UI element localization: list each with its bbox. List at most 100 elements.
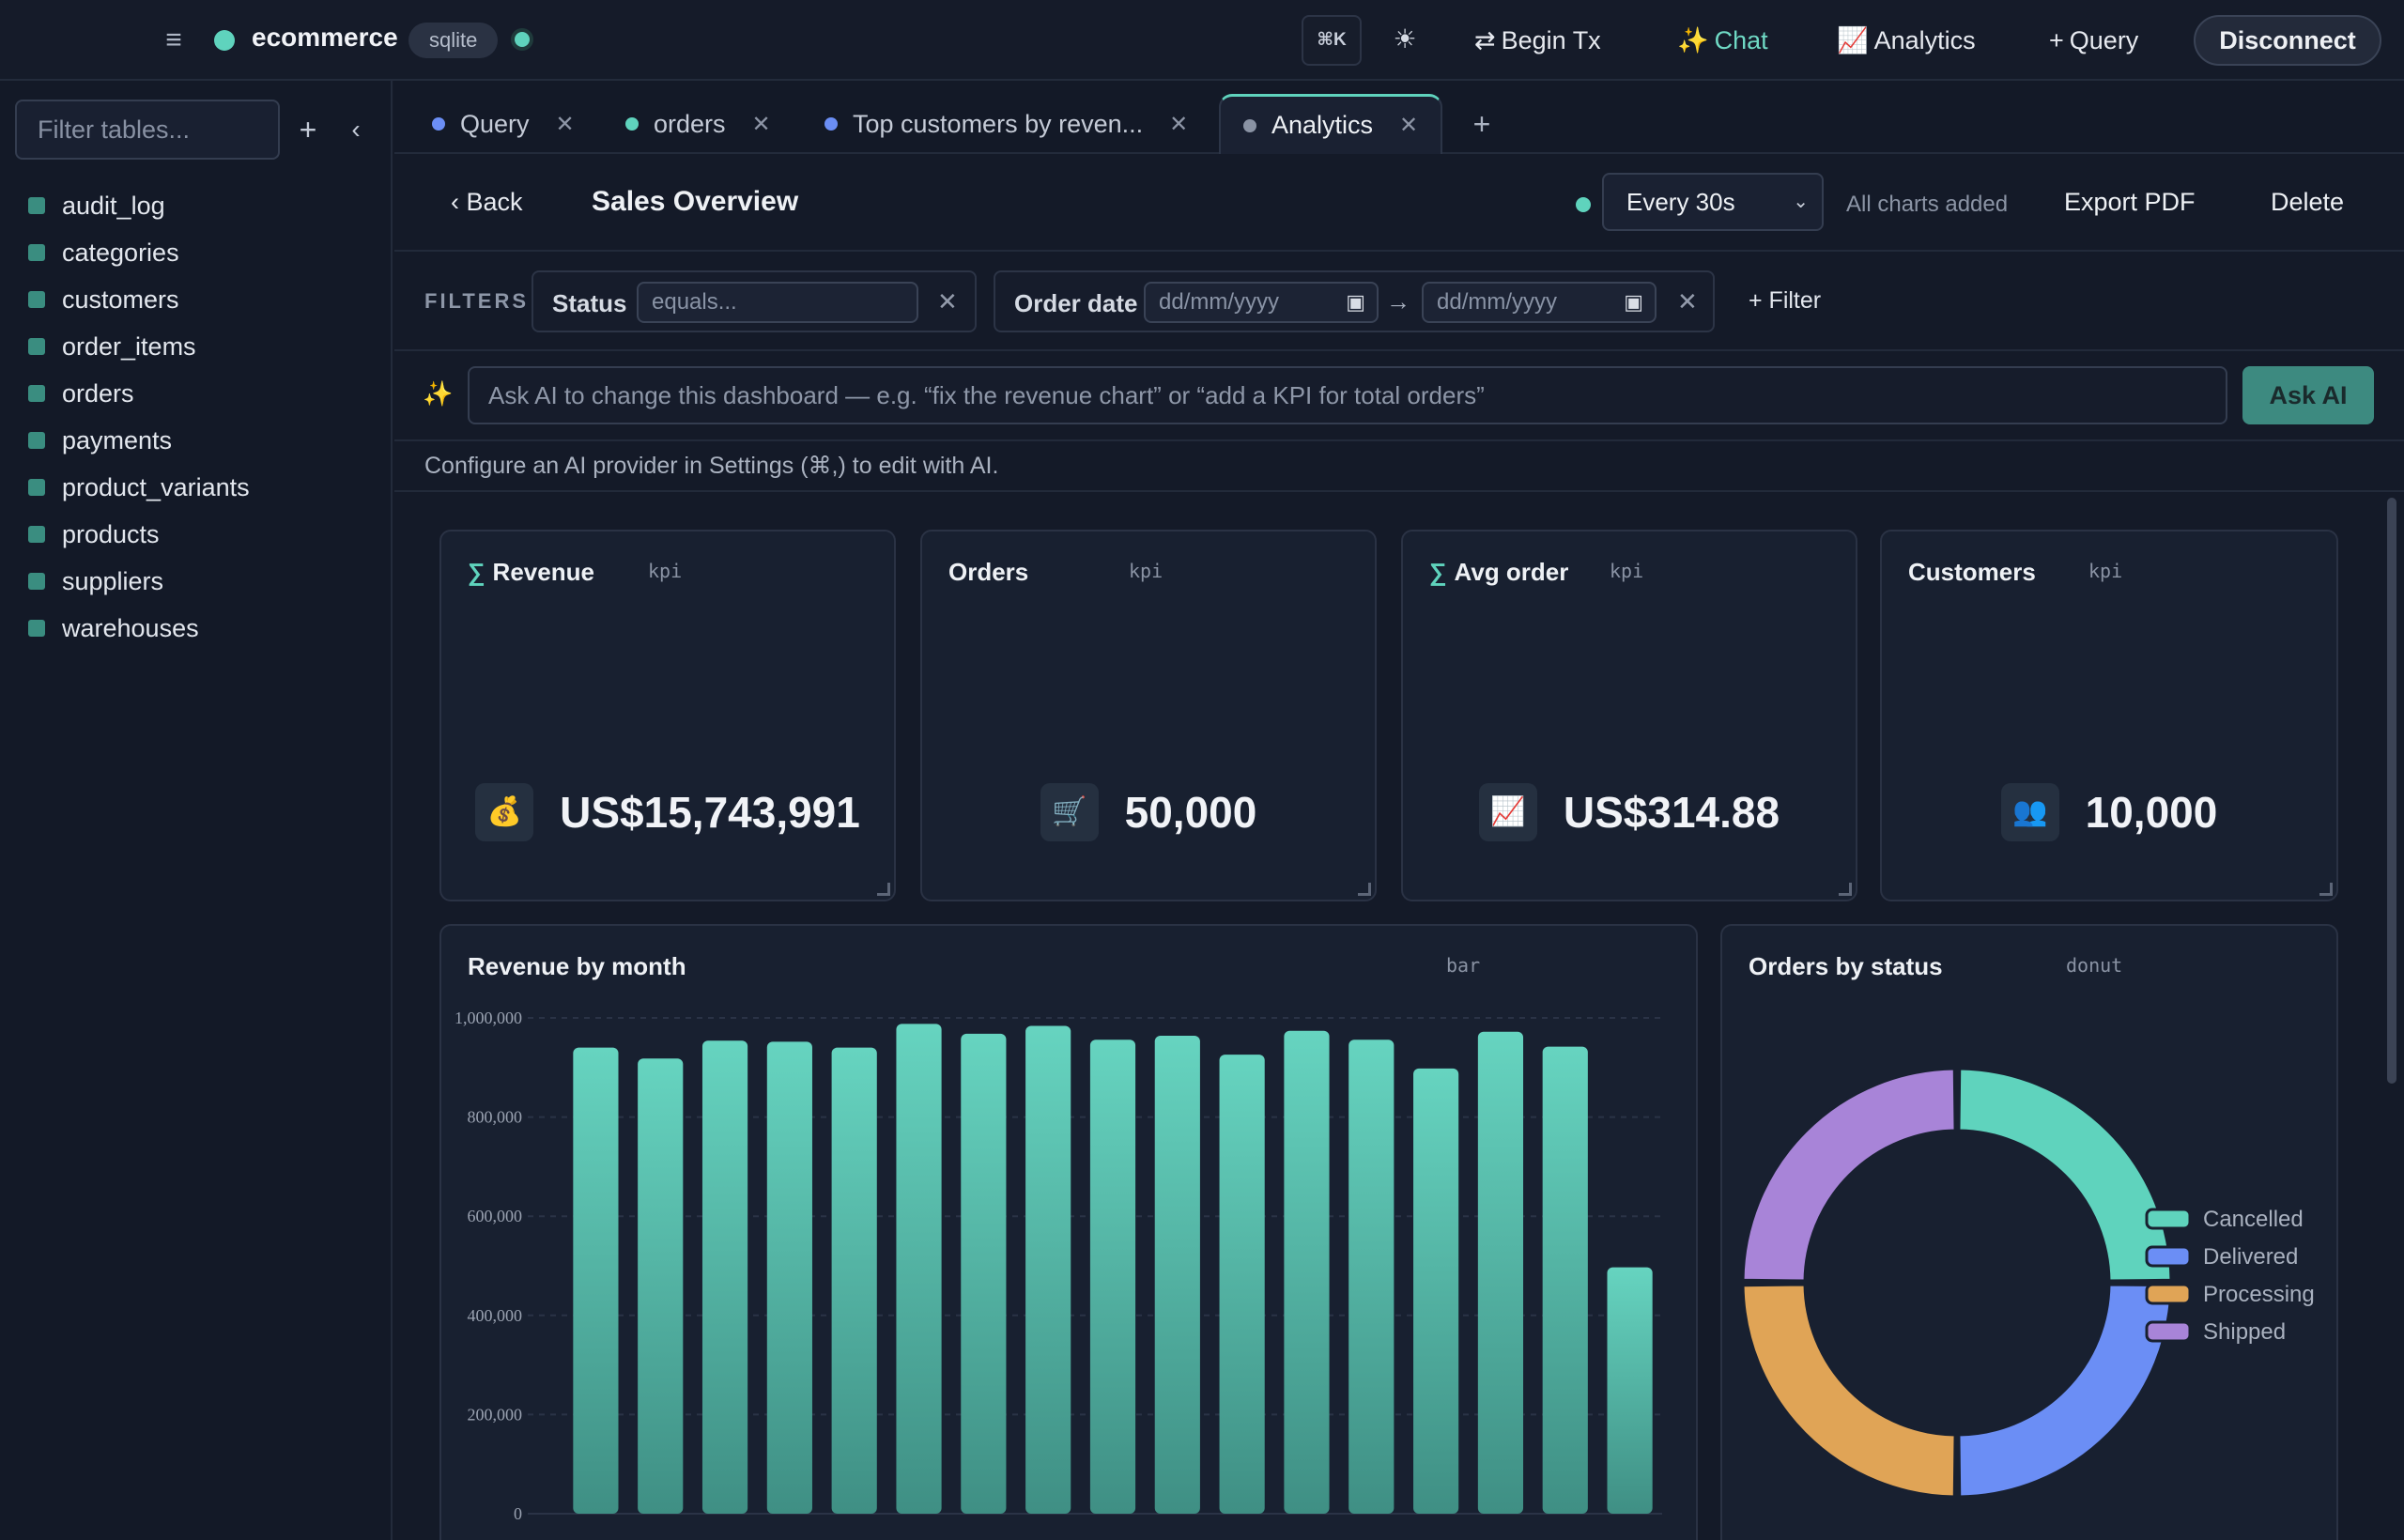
order-date-from-input[interactable]: dd/mm/yyyy ▣ (1144, 282, 1379, 323)
close-icon[interactable]: ✕ (1399, 113, 1419, 138)
table-list-item[interactable]: order_items (0, 323, 391, 370)
kpi-card-revenue[interactable]: ∑ Revenue kpi 💰 US$15,743,991 (439, 530, 896, 901)
table-list-item[interactable]: suppliers (0, 558, 391, 605)
orders-by-status-card[interactable]: Orders by status donut Cancelled Delivere… (1720, 924, 2338, 1540)
kpi-type-label: kpi (648, 560, 683, 582)
revenue-bar[interactable] (1477, 1031, 1524, 1514)
new-query-button[interactable]: + Query (2049, 21, 2138, 60)
status-filter: Status equals... ✕ (532, 270, 977, 332)
order-date-filter-label: Order date (1014, 289, 1138, 317)
add-filter-button[interactable]: + Filter (1749, 287, 1822, 314)
ask-ai-button[interactable]: Ask AI (2242, 366, 2374, 424)
revenue-bar[interactable] (1284, 1030, 1330, 1514)
resize-handle[interactable] (877, 883, 890, 896)
revenue-bar[interactable] (1025, 1025, 1071, 1514)
calendar-icon[interactable]: ▣ (1346, 290, 1365, 314)
close-icon[interactable]: ✕ (1169, 111, 1189, 137)
table-filter-input[interactable] (15, 100, 280, 160)
hamburger-menu-icon[interactable]: ≡ (165, 24, 182, 55)
resize-handle[interactable] (1839, 883, 1852, 896)
dashboard-title: Sales Overview (592, 186, 799, 217)
close-icon[interactable]: ✕ (1677, 287, 1698, 316)
table-name: audit_log (62, 191, 165, 220)
kpi-card-orders[interactable]: Orders kpi 🛒 50,000 (920, 530, 1377, 901)
table-list-item[interactable]: products (0, 511, 391, 558)
revenue-bar[interactable] (701, 1040, 748, 1514)
ai-config-hint: Configure an AI provider in Settings (⌘,… (394, 441, 2404, 492)
kpi-card-customers[interactable]: Customers kpi 👥 10,000 (1880, 530, 2338, 901)
table-list-item[interactable]: categories (0, 229, 391, 276)
donut-slice-cancelled[interactable] (1957, 1067, 2173, 1283)
resize-handle[interactable] (2319, 883, 2333, 896)
tab-top-customers[interactable]: Top customers by reven... ✕ (824, 94, 1188, 154)
refresh-interval-value: Every 30s (1626, 188, 1735, 216)
tab-label: Top customers by reven... (853, 109, 1144, 138)
date-from-placeholder: dd/mm/yyyy (1159, 289, 1280, 315)
revenue-bar[interactable] (1089, 1040, 1136, 1514)
revenue-bar[interactable] (1607, 1267, 1653, 1514)
begin-tx-button[interactable]: ⇄ Begin Tx (1474, 21, 1601, 60)
revenue-bar[interactable] (1542, 1046, 1588, 1514)
tab-analytics[interactable]: Analytics ✕ (1219, 94, 1443, 154)
chat-label: Chat (1714, 26, 1768, 54)
revenue-bar[interactable] (1348, 1040, 1395, 1514)
export-pdf-button[interactable]: Export PDF (2064, 188, 2196, 216)
chat-button[interactable]: ✨ Chat (1677, 21, 1768, 60)
back-button[interactable]: ‹ Back (451, 188, 523, 216)
calendar-icon[interactable]: ▣ (1624, 290, 1643, 314)
command-palette-button[interactable]: ⌘K (1302, 15, 1362, 66)
dashboard-scrollbar[interactable] (2387, 498, 2396, 1084)
tab-dot (432, 117, 445, 131)
kpi-card-avg-order[interactable]: ∑ Avg order kpi 📈 US$314.88 (1401, 530, 1857, 901)
disconnect-button[interactable]: Disconnect (2194, 15, 2381, 66)
analytics-button[interactable]: 📈 Analytics (1837, 21, 1976, 60)
add-table-icon[interactable]: + (299, 113, 317, 146)
revenue-bar[interactable] (896, 1024, 942, 1514)
order-date-to-input[interactable]: dd/mm/yyyy ▣ (1422, 282, 1657, 323)
revenue-bar[interactable] (573, 1047, 619, 1514)
arrow-right-icon: → (1386, 287, 1410, 316)
resize-handle[interactable] (1358, 883, 1371, 896)
table-list-item[interactable]: payments (0, 417, 391, 464)
kpi-value-row: 💰 US$15,743,991 (441, 783, 894, 841)
tab-orders[interactable]: orders ✕ (625, 94, 771, 154)
close-icon[interactable]: ✕ (751, 111, 771, 137)
revenue-by-month-card[interactable]: Revenue by month bar 0 200,000 400,000 600,… (439, 924, 1698, 1540)
revenue-bar[interactable] (831, 1047, 877, 1514)
table-list-item[interactable]: customers (0, 276, 391, 323)
table-icon (28, 385, 45, 402)
sparkles-icon: ✨ (423, 379, 454, 408)
revenue-bar[interactable] (1154, 1036, 1200, 1514)
revenue-bar[interactable] (961, 1033, 1007, 1514)
close-icon[interactable]: ✕ (555, 111, 575, 137)
users-icon: 👥 (2000, 783, 2059, 841)
legend-swatch (2145, 1208, 2192, 1230)
kpi-value: 10,000 (2085, 788, 2218, 837)
tab-query[interactable]: Query ✕ (432, 94, 575, 154)
table-name: categories (62, 238, 179, 267)
close-icon[interactable]: ✕ (937, 287, 958, 316)
revenue-bar[interactable] (766, 1041, 812, 1514)
revenue-bar[interactable] (1413, 1068, 1459, 1514)
sun-icon[interactable]: ☀ (1393, 24, 1417, 54)
revenue-bar[interactable] (638, 1058, 684, 1514)
table-list-item[interactable]: product_variants (0, 464, 391, 511)
revenue-bar[interactable] (1219, 1055, 1265, 1514)
collapse-sidebar-icon[interactable]: ‹ (351, 115, 361, 144)
add-tab-icon[interactable]: + (1472, 107, 1491, 141)
table-list-item[interactable]: audit_log (0, 182, 391, 229)
donut-slice-shipped[interactable] (1741, 1067, 1957, 1283)
ai-prompt-input[interactable]: Ask AI to change this dashboard — e.g. “… (468, 366, 2227, 424)
table-list-item[interactable]: orders (0, 370, 391, 417)
table-name: customers (62, 285, 179, 314)
delete-dashboard-button[interactable]: Delete (2271, 188, 2345, 216)
date-to-placeholder: dd/mm/yyyy (1437, 289, 1558, 315)
donut-slice-delivered[interactable] (1957, 1283, 2173, 1499)
refresh-interval-select[interactable]: Every 30s ⌄ (1602, 173, 1824, 231)
dashboard-header: ‹ Back Sales Overview Every 30s ⌄ All ch… (394, 154, 2404, 252)
table-name: product_variants (62, 472, 250, 501)
status-filter-input[interactable]: equals... (637, 282, 918, 323)
chevron-down-icon: ⌄ (1793, 192, 1809, 212)
donut-slice-processing[interactable] (1741, 1283, 1957, 1499)
table-list-item[interactable]: warehouses (0, 605, 391, 652)
